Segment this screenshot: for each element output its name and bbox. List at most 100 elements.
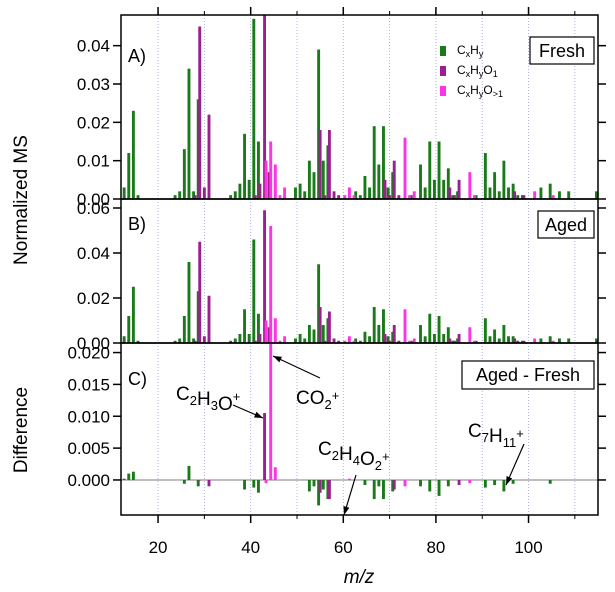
panel-a-y-ticks: 0.00 0.01 0.02 0.03 0.04	[77, 37, 606, 209]
bar-CxHyO2-mz-45	[273, 467, 277, 480]
bar-CxHy-mz-67	[372, 307, 376, 343]
panel-b-frame	[120, 198, 599, 344]
bar-CxHyO2-mz-43	[264, 479, 268, 484]
bar-CxHy-mz-97	[511, 336, 515, 343]
y-tick-label: 0.00	[77, 334, 110, 353]
bar-CxHy-mz-78	[423, 336, 427, 343]
bar-CxHy-mz-37	[233, 191, 237, 199]
bar-CxHyO2-mz-73	[403, 309, 407, 343]
bar-CxHy-mz-41	[252, 239, 256, 343]
bar-CxHy-mz-50	[294, 338, 297, 343]
bar-CxHyO1-mz-42	[258, 183, 262, 199]
annotation-arrowhead	[343, 506, 350, 515]
annotation-label: C2H3O+	[176, 384, 240, 415]
bar-CxHy-mz-26	[182, 149, 186, 199]
legend-label: CxHy	[457, 43, 484, 59]
bar-CxHy-mz-95	[502, 160, 506, 199]
bar-CxHy-mz-42	[256, 141, 260, 199]
bar-CxHyO1-mz-69	[383, 334, 387, 343]
panel-c-frame	[120, 342, 599, 516]
bar-CxHy-mz-105	[548, 183, 552, 199]
bar-CxHy-mz-83	[446, 479, 450, 487]
bar-CxHyO2-mz-44	[269, 226, 273, 343]
panel-a-label: A)	[128, 46, 146, 66]
bar-CxHy-mz-65	[363, 176, 367, 199]
bar-CxHy-mz-81	[437, 479, 441, 496]
bar-CxHyO2-mz-73	[403, 479, 407, 487]
bar-CxHy-mz-67	[372, 126, 376, 199]
bar-CxHy-mz-57	[326, 318, 330, 343]
bar-CxHyO2-mz-47	[283, 336, 287, 343]
bar-CxHy-mz-28	[192, 338, 196, 343]
bar-CxHy-mz-75	[409, 340, 413, 343]
bar-CxHy-mz-95	[502, 325, 506, 343]
bar-CxHyO1-mz-85	[457, 334, 461, 343]
bar-CxHy-mz-105	[548, 336, 552, 343]
bar-CxHy-mz-83	[446, 327, 450, 343]
bar-CxHy-mz-50	[294, 187, 297, 199]
bar-CxHy-mz-89	[474, 195, 478, 199]
annotation-label: C2H4O2+	[318, 439, 390, 473]
bar-CxHy-mz-95	[502, 479, 506, 492]
bar-CxHyO1-mz-97	[513, 191, 517, 199]
bar-CxHy-mz-39	[243, 479, 246, 490]
panel-a-box-label: Fresh	[539, 41, 585, 61]
legend-swatch	[440, 66, 446, 76]
bar-CxHy-mz-63	[354, 338, 358, 343]
panel-b-box	[537, 210, 595, 239]
bar-CxHy-mz-84	[451, 340, 455, 343]
panel-a-box	[529, 36, 595, 65]
bar-CxHyO1-mz-30	[202, 187, 206, 199]
bar-CxHy-mz-109	[567, 338, 571, 343]
bar-CxHyO1-mz-41	[253, 195, 257, 199]
legend-label: CxHyO>1	[457, 83, 503, 99]
bar-CxHy-mz-85	[456, 191, 460, 199]
bar-CxHy-mz-92	[488, 336, 492, 343]
bar-CxHy-mz-91	[483, 153, 487, 199]
bar-CxHyO2-mz-101	[533, 191, 537, 199]
bar-CxHyO2-mz-88	[473, 195, 476, 199]
panel-c: 0.000 0.005 0.010 0.015 0.020 C) Aged - Fres…	[67, 342, 606, 516]
bar-CxHy-mz-54	[312, 329, 316, 343]
bar-CxHy-mz-63	[354, 191, 358, 199]
panel-b-label: B)	[128, 214, 146, 234]
bar-CxHy-mz-15	[131, 471, 135, 480]
annotation-label: CO2+	[296, 388, 339, 412]
bar-CxHyO1-mz-28	[193, 195, 197, 199]
bar-CxHy-mz-41	[252, 18, 256, 199]
bar-CxHy-mz-39	[243, 309, 246, 343]
bar-CxHyO1-mz-41	[253, 340, 257, 343]
bar-CxHyO2-mz-105	[551, 195, 555, 199]
bar-CxHy-mz-15	[131, 286, 135, 343]
bar-CxHyO2-mz-74	[408, 195, 412, 199]
bar-CxHyO1-mz-72	[397, 195, 401, 199]
bar-CxHy-mz-79	[428, 313, 432, 343]
bar-CxHy-mz-107	[558, 338, 561, 343]
bar-CxHy-mz-53	[307, 479, 311, 492]
bar-CxHy-mz-67	[372, 479, 376, 500]
bar-CxHyO2-mz-62	[352, 340, 356, 343]
bar-CxHyO2-mz-87	[468, 479, 472, 484]
bar-CxHy-mz-66	[368, 187, 372, 199]
bar-CxHyO1-mz-31	[207, 479, 211, 487]
bar-CxHyO1-mz-71	[392, 479, 396, 490]
bar-CxHyO1-mz-83	[448, 187, 452, 199]
bar-CxHy-mz-99	[520, 195, 524, 199]
bar-CxHy-mz-24	[173, 195, 177, 199]
bar-CxHy-mz-38	[238, 334, 242, 343]
bar-CxHy-mz-68	[377, 479, 381, 487]
bar-CxHyO2-mz-62	[352, 195, 356, 199]
bar-CxHyO1-mz-55	[318, 307, 322, 343]
bar-CxHy-mz-14	[127, 316, 131, 343]
bar-CxHy-mz-91	[483, 318, 487, 343]
bar-CxHyO2-mz-101	[533, 338, 537, 343]
bar-CxHy-mz-81	[437, 141, 441, 199]
y-tick-label: 0.015	[67, 375, 110, 394]
bar-CxHy-mz-51	[298, 183, 302, 199]
bar-CxHy-mz-57	[326, 479, 330, 500]
bar-CxHy-mz-107	[558, 191, 561, 199]
bar-CxHy-mz-64	[358, 340, 362, 343]
bar-CxHy-mz-69	[382, 126, 385, 199]
bar-CxHy-mz-66	[368, 336, 372, 343]
bar-CxHy-mz-14	[127, 153, 131, 199]
